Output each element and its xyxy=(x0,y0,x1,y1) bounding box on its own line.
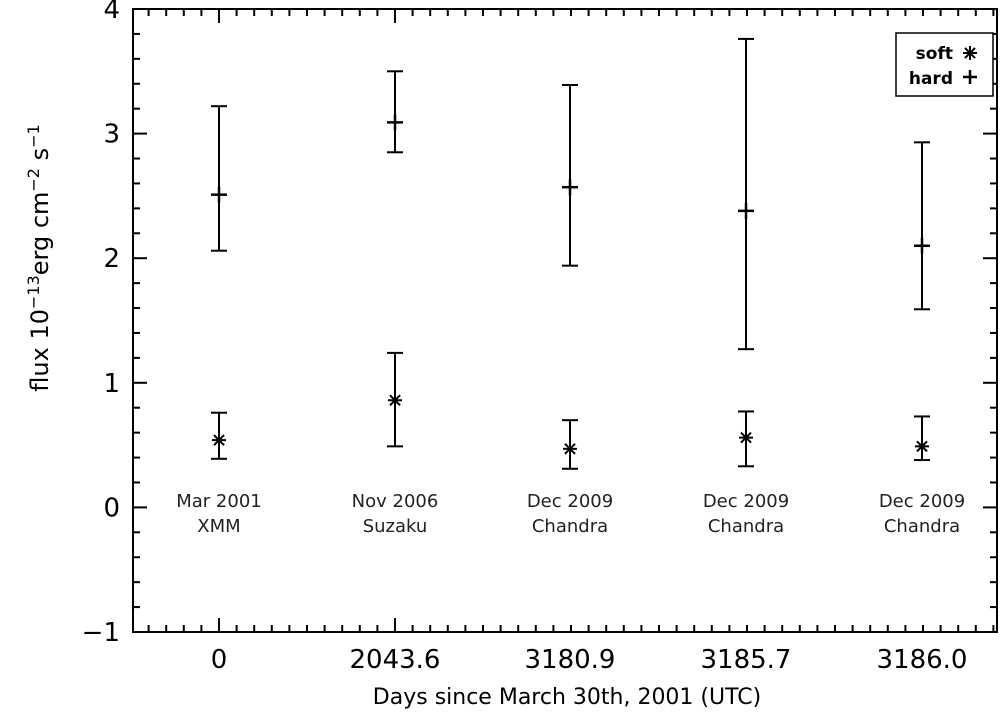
x-tick-label: 2043.6 xyxy=(350,645,441,675)
observation-date-label: Dec 2009 xyxy=(703,491,789,512)
soft-point xyxy=(212,433,226,448)
y-title-exp1: −13 xyxy=(24,275,43,309)
observation-mission-label: Chandra xyxy=(708,516,784,537)
hard-point xyxy=(562,179,578,196)
x-tick-label: 3180.9 xyxy=(525,645,616,675)
observation-date-label: Mar 2001 xyxy=(176,491,262,512)
observation-mission-label: Suzaku xyxy=(363,516,428,537)
asterisk-stroke xyxy=(389,394,401,406)
observation-mission-label: Chandra xyxy=(532,516,608,537)
observation-date-label: Dec 2009 xyxy=(527,491,613,512)
axis-ticks xyxy=(133,8,997,633)
y-tick-label: 1 xyxy=(103,369,120,399)
soft-point xyxy=(915,439,929,454)
y-title-exp2: −2 xyxy=(24,168,43,192)
asterisk-stroke xyxy=(964,47,976,59)
data-marks xyxy=(211,37,930,470)
legend-label-soft: soft xyxy=(916,44,953,64)
y-title-exp3: −1 xyxy=(24,124,43,148)
asterisk-stroke xyxy=(213,434,225,446)
asterisk-stroke xyxy=(740,431,752,444)
y-title-mid2: s xyxy=(26,148,54,168)
asterisk-stroke xyxy=(916,440,928,453)
y-tick-label: 0 xyxy=(103,493,120,523)
hard-point xyxy=(738,202,754,219)
soft-point xyxy=(388,393,402,408)
y-tick-label: −1 xyxy=(82,618,120,648)
y-tick-labels: −1 0 1 2 3 4 xyxy=(82,0,120,648)
y-tick-label: 3 xyxy=(103,120,120,150)
soft-point xyxy=(563,441,577,456)
plot-frame xyxy=(132,8,998,633)
hard-point xyxy=(211,186,227,203)
hard-point xyxy=(387,114,403,131)
legend-hard-marker xyxy=(963,70,977,84)
legend-plus-marker xyxy=(963,70,977,84)
x-tick-label: 3186.0 xyxy=(877,645,968,675)
observation-mission-label: Chandra xyxy=(884,516,960,537)
y-title-mid1: erg cm xyxy=(26,192,54,276)
legend-soft-marker xyxy=(963,46,977,60)
legend-box xyxy=(895,32,994,97)
observation-labels: Mar 2001 XMM Nov 2006 Suzaku Dec 2009 Chandra… xyxy=(176,491,965,537)
legend-label-hard: hard xyxy=(909,69,953,89)
plot-axes xyxy=(132,8,998,633)
x-tick-label: 0 xyxy=(211,645,228,675)
x-tick-label: 3185.7 xyxy=(701,645,792,675)
legend-asterisk-marker xyxy=(963,46,977,60)
x-axis-title: Days since March 30th, 2001 (UTC) xyxy=(373,685,761,710)
x-tick-labels: 0 2043.6 3180.9 3185.7 3186.0 xyxy=(211,645,968,675)
asterisk-stroke xyxy=(564,443,576,455)
hard-point xyxy=(914,237,930,254)
observation-date-label: Dec 2009 xyxy=(879,491,965,512)
y-title-base: flux 10 xyxy=(26,309,54,392)
soft-point xyxy=(739,430,753,445)
legend: soft hard xyxy=(895,32,994,97)
y-tick-label: 2 xyxy=(103,244,120,274)
y-tick-label: 4 xyxy=(103,0,120,25)
observation-mission-label: XMM xyxy=(197,516,240,537)
y-axis-title: flux 10−13erg cm−2 s−1 xyxy=(24,124,55,391)
observation-date-label: Nov 2006 xyxy=(352,491,439,512)
